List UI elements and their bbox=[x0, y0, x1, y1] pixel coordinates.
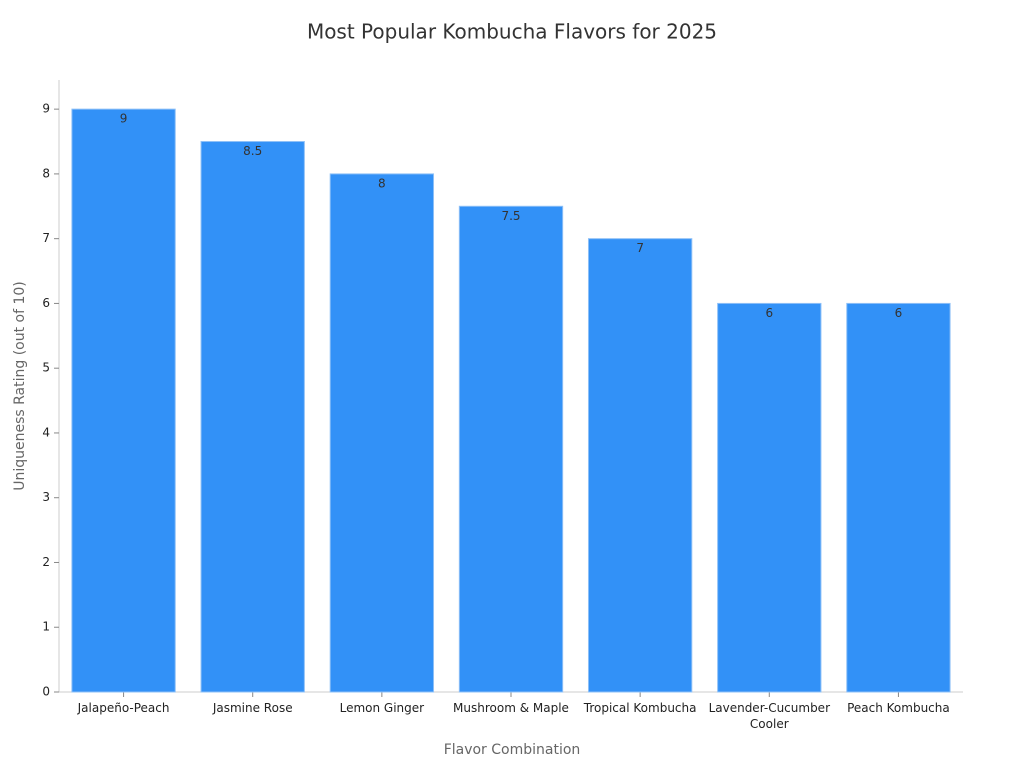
value-label: 6 bbox=[765, 306, 773, 320]
bar bbox=[587, 238, 693, 693]
value-label: 7 bbox=[636, 241, 644, 255]
y-tick-label: 8 bbox=[42, 166, 50, 180]
y-axis-label: Uniqueness Rating (out of 10) bbox=[12, 281, 28, 491]
y-tick-label: 2 bbox=[42, 555, 50, 569]
y-tick-label: 1 bbox=[42, 620, 50, 634]
y-tick-label: 0 bbox=[42, 685, 50, 699]
bar bbox=[71, 108, 176, 693]
value-label: 8 bbox=[378, 176, 386, 190]
value-label: 9 bbox=[120, 112, 128, 126]
x-tick-label: Jalapeño-Peach bbox=[77, 701, 170, 715]
y-tick-label: 5 bbox=[42, 361, 50, 375]
y-tick-label: 6 bbox=[42, 296, 50, 310]
value-label: 7.5 bbox=[501, 209, 520, 223]
y-tick-label: 4 bbox=[42, 425, 50, 439]
bar bbox=[200, 141, 305, 693]
bar bbox=[846, 302, 951, 693]
chart-title: Most Popular Kombucha Flavors for 2025 bbox=[307, 20, 717, 44]
y-tick-label: 9 bbox=[42, 102, 50, 116]
bar bbox=[329, 173, 435, 693]
x-axis-label: Flavor Combination bbox=[444, 742, 581, 758]
x-tick-label: Lemon Ginger bbox=[339, 701, 425, 715]
value-label: 8.5 bbox=[243, 144, 262, 158]
x-tick-label: Peach Kombucha bbox=[847, 701, 950, 715]
x-tick-label: Tropical Kombucha bbox=[583, 701, 697, 715]
x-tick-label: Jasmine Rose bbox=[212, 701, 293, 715]
x-tick-label: Lavender-Cucumber Cooler bbox=[708, 701, 830, 731]
bar bbox=[458, 205, 564, 693]
value-label: 6 bbox=[895, 306, 903, 320]
y-tick-label: 3 bbox=[42, 490, 50, 504]
y-tick-label: 7 bbox=[42, 231, 50, 245]
x-tick-label: Mushroom & Maple bbox=[453, 701, 569, 715]
bar bbox=[717, 302, 822, 693]
